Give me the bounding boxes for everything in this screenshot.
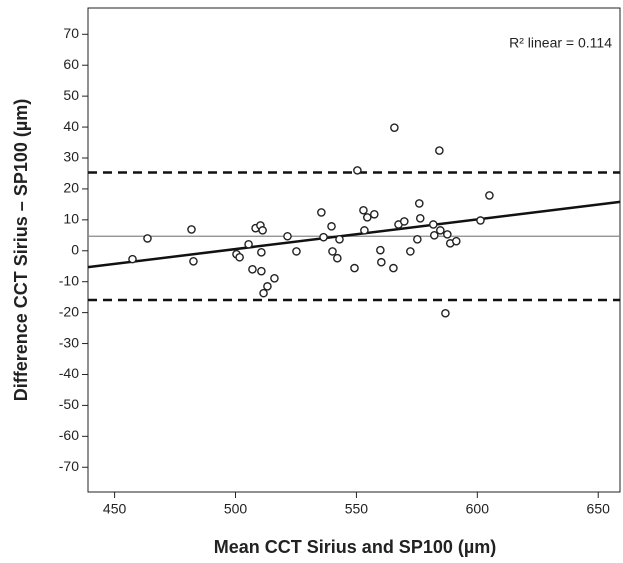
point [485,191,494,200]
point [370,209,379,219]
point [377,257,386,267]
point [187,225,196,234]
point [327,222,336,231]
y-tick-label: -30 [59,334,79,350]
point [429,220,438,229]
point [319,232,328,242]
y-tick-label: 0 [71,241,79,257]
y-tick-label: -40 [59,365,79,381]
y-tick-label: 20 [63,180,79,196]
y-tick-label: 60 [63,56,79,72]
point [435,146,444,155]
y-tick-label: -70 [59,458,79,474]
x-tick-label: 600 [466,501,490,517]
point [258,226,267,235]
point [360,226,369,235]
point [333,253,342,263]
point [328,247,337,256]
point [390,123,399,132]
point [441,308,450,318]
point [189,256,198,266]
point [317,208,326,217]
point [270,273,279,283]
annotation: R² linear = 0.114 [509,35,612,51]
point [359,205,368,215]
y-tick-label: 30 [63,149,79,165]
point [414,199,424,208]
y-tick-label: 40 [63,118,79,134]
y-tick-label: 50 [63,87,79,103]
point [476,216,485,225]
point [353,166,362,175]
point [259,288,268,298]
point [235,252,244,262]
point [143,234,152,243]
point [443,230,452,239]
point [248,265,257,274]
point [451,236,461,246]
point [257,266,266,276]
point [244,239,253,249]
point [257,248,266,257]
point [389,263,398,273]
point [406,247,415,256]
y-tick-label: -10 [59,272,79,288]
point [376,245,385,255]
point [283,231,292,241]
point [399,217,409,226]
y-tick-label: -20 [59,303,79,319]
y-tick-label: 70 [63,25,79,41]
point [128,254,137,264]
y-tick-label: -50 [59,396,79,412]
point [362,213,372,222]
point [415,214,425,223]
point [436,226,445,235]
point [292,247,301,256]
x-tick-label: 550 [345,501,369,517]
fit-line [87,200,621,269]
point [263,282,272,291]
x-tick-label: 500 [224,501,248,517]
point [413,235,422,244]
point [350,263,359,273]
point [429,231,439,240]
y-tick-label: -60 [59,427,79,443]
x-tick-label: 450 [103,501,127,517]
point [335,235,344,244]
y-axis-title: Difference CCT Sirius – SP100 (µm) [11,99,31,401]
plot-frame [87,7,621,493]
x-axis-title: Mean CCT Sirius and SP100 (µm) [214,537,496,557]
x-tick-label: 650 [587,501,611,517]
y-tick-label: 10 [63,211,79,227]
